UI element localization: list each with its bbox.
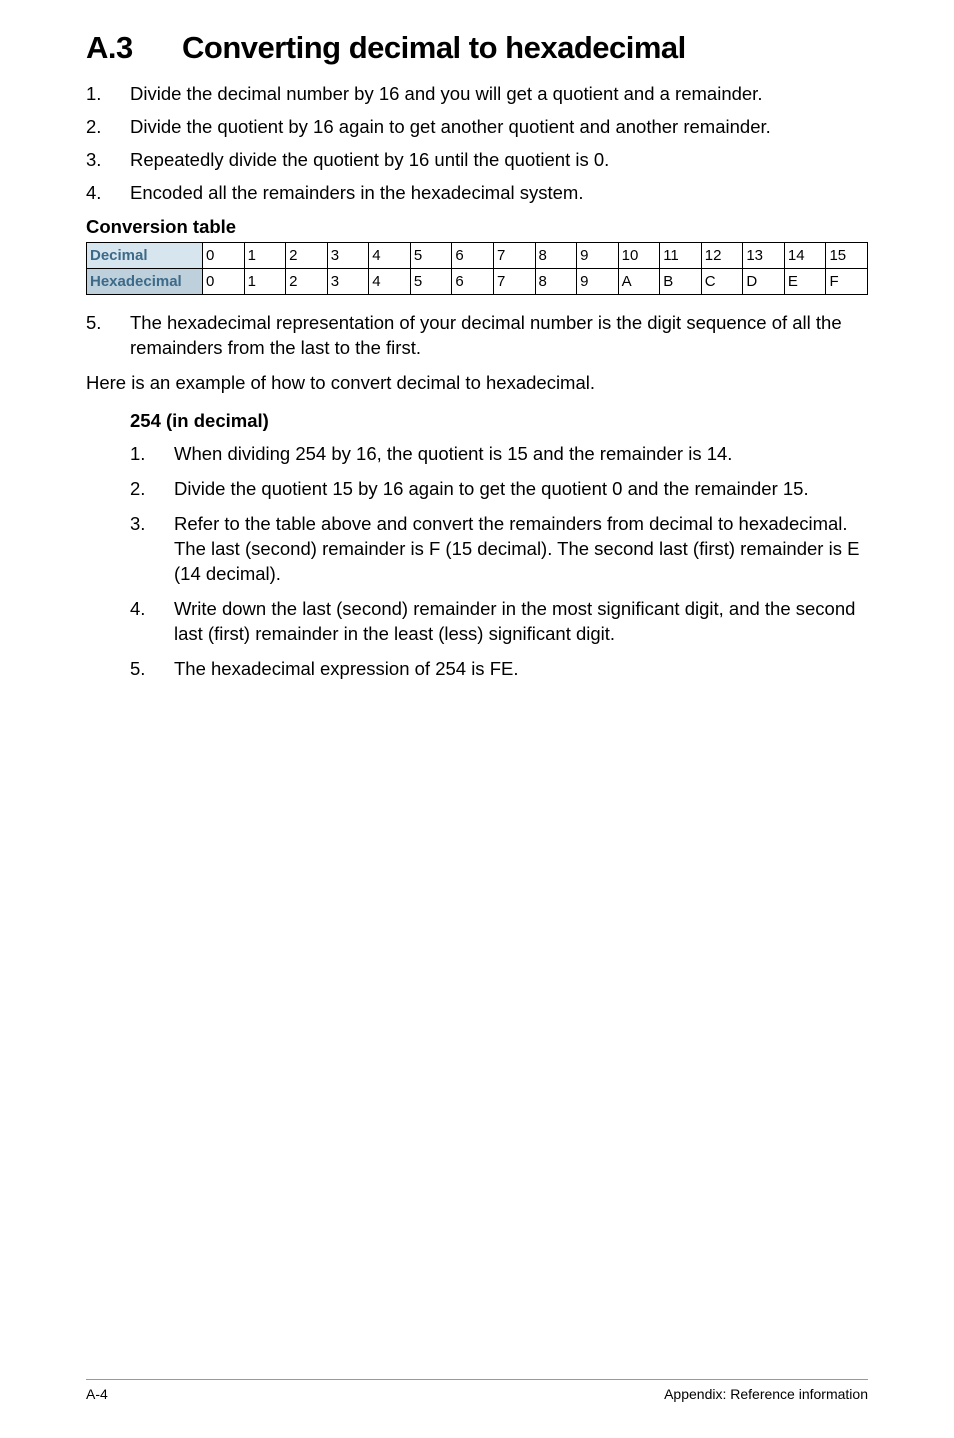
table-row: Decimal0123456789101112131415 bbox=[87, 242, 868, 268]
table-row: Hexadecimal0123456789ABCDEF bbox=[87, 268, 868, 294]
list-item-number: 4. bbox=[130, 597, 174, 647]
table-cell: 7 bbox=[493, 242, 535, 268]
list-item: 1.Divide the decimal number by 16 and yo… bbox=[86, 82, 868, 107]
table-cell: 1 bbox=[244, 242, 286, 268]
table-cell: 7 bbox=[493, 268, 535, 294]
table-cell: A bbox=[618, 268, 660, 294]
list-item-text: Refer to the table above and convert the… bbox=[174, 512, 868, 587]
table-cell: 3 bbox=[327, 242, 369, 268]
table-cell: 0 bbox=[203, 242, 245, 268]
list-item-text: Write down the last (second) remainder i… bbox=[174, 597, 868, 647]
table-cell: 5 bbox=[410, 242, 452, 268]
list-item-text: The hexadecimal expression of 254 is FE. bbox=[174, 657, 868, 682]
list-item: 2.Divide the quotient by 16 again to get… bbox=[86, 115, 868, 140]
list-item-text: Repeatedly divide the quotient by 16 unt… bbox=[130, 148, 868, 173]
list-item-number: 4. bbox=[86, 181, 130, 206]
table-cell: 10 bbox=[618, 242, 660, 268]
list-item: 4.Encoded all the remainders in the hexa… bbox=[86, 181, 868, 206]
list-item-number: 3. bbox=[86, 148, 130, 173]
table-cell: 0 bbox=[203, 268, 245, 294]
table-cell: 15 bbox=[826, 242, 868, 268]
table-cell: 4 bbox=[369, 242, 411, 268]
list-item: 5.The hexadecimal expression of 254 is F… bbox=[130, 657, 868, 682]
document-page: A.3Converting decimal to hexadecimal 1.D… bbox=[0, 0, 954, 1438]
intro-step-list: 1.Divide the decimal number by 16 and yo… bbox=[86, 82, 868, 206]
conversion-table: Decimal0123456789101112131415Hexadecimal… bbox=[86, 242, 868, 295]
list-item: 3.Repeatedly divide the quotient by 16 u… bbox=[86, 148, 868, 173]
table-row-header: Hexadecimal bbox=[87, 268, 203, 294]
table-cell: B bbox=[660, 268, 702, 294]
list-item-number: 2. bbox=[86, 115, 130, 140]
table-cell: D bbox=[743, 268, 785, 294]
table-row-header: Decimal bbox=[87, 242, 203, 268]
table-cell: 9 bbox=[577, 242, 619, 268]
table-cell: 8 bbox=[535, 242, 577, 268]
table-cell: E bbox=[784, 268, 826, 294]
page-footer: A-4 Appendix: Reference information bbox=[86, 1379, 868, 1402]
list-item-number: 2. bbox=[130, 477, 174, 502]
table-cell: 2 bbox=[286, 268, 328, 294]
section-heading: A.3Converting decimal to hexadecimal bbox=[86, 30, 868, 66]
list-item: 3.Refer to the table above and convert t… bbox=[130, 512, 868, 587]
list-item-text: Divide the decimal number by 16 and you … bbox=[130, 82, 868, 107]
table-cell: F bbox=[826, 268, 868, 294]
list-item-number: 5. bbox=[86, 311, 130, 361]
list-item-text: The hexadecimal representation of your d… bbox=[130, 311, 868, 361]
footer-page-number: A-4 bbox=[86, 1386, 108, 1402]
conversion-table-label: Conversion table bbox=[86, 216, 868, 238]
section-number: A.3 bbox=[86, 30, 182, 66]
list-item: 2.Divide the quotient 15 by 16 again to … bbox=[130, 477, 868, 502]
list-item: 1.When dividing 254 by 16, the quotient … bbox=[130, 442, 868, 467]
table-cell: 14 bbox=[784, 242, 826, 268]
list-item-number: 1. bbox=[86, 82, 130, 107]
table-cell: 5 bbox=[410, 268, 452, 294]
example-title: 254 (in decimal) bbox=[130, 410, 868, 432]
table-cell: 9 bbox=[577, 268, 619, 294]
example-step-list: 1.When dividing 254 by 16, the quotient … bbox=[130, 442, 868, 682]
list-item-text: Encoded all the remainders in the hexade… bbox=[130, 181, 868, 206]
example-block: 254 (in decimal) 1.When dividing 254 by … bbox=[86, 410, 868, 682]
footer-appendix-label: Appendix: Reference information bbox=[664, 1386, 868, 1402]
table-cell: 1 bbox=[244, 268, 286, 294]
list-item-number: 3. bbox=[130, 512, 174, 587]
list-item-text: Divide the quotient by 16 again to get a… bbox=[130, 115, 868, 140]
table-cell: 8 bbox=[535, 268, 577, 294]
table-cell: 12 bbox=[701, 242, 743, 268]
list-item-text: Divide the quotient 15 by 16 again to ge… bbox=[174, 477, 868, 502]
table-cell: 13 bbox=[743, 242, 785, 268]
table-cell: 2 bbox=[286, 242, 328, 268]
list-item: 4.Write down the last (second) remainder… bbox=[130, 597, 868, 647]
table-cell: 11 bbox=[660, 242, 702, 268]
list-item: 5.The hexadecimal representation of your… bbox=[86, 311, 868, 361]
table-cell: 3 bbox=[327, 268, 369, 294]
example-intro-text: Here is an example of how to convert dec… bbox=[86, 371, 868, 396]
table-cell: 4 bbox=[369, 268, 411, 294]
table-cell: C bbox=[701, 268, 743, 294]
table-cell: 6 bbox=[452, 242, 494, 268]
list-item-text: When dividing 254 by 16, the quotient is… bbox=[174, 442, 868, 467]
list-item-number: 1. bbox=[130, 442, 174, 467]
section-title: Converting decimal to hexadecimal bbox=[182, 30, 686, 65]
list-item-number: 5. bbox=[130, 657, 174, 682]
post-table-step-list: 5.The hexadecimal representation of your… bbox=[86, 311, 868, 361]
table-cell: 6 bbox=[452, 268, 494, 294]
